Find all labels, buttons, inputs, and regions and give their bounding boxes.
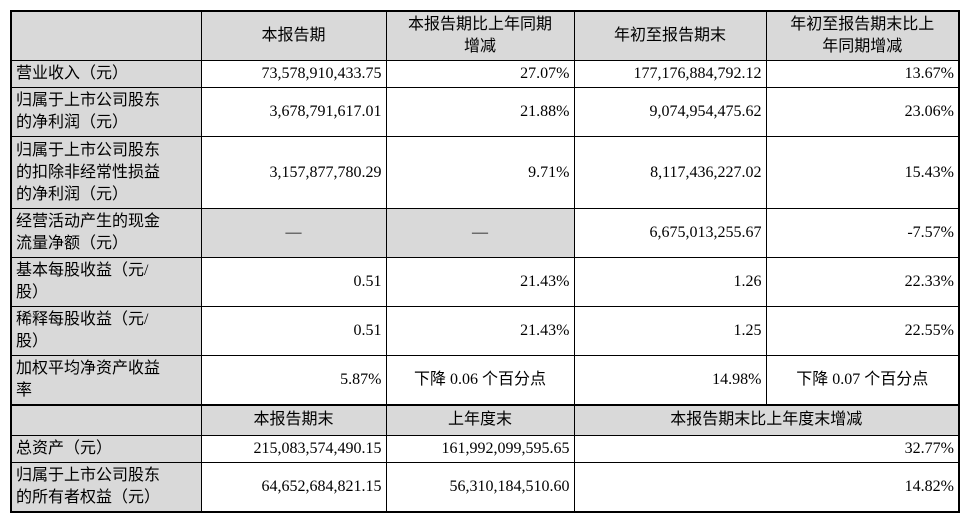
value-cell: 0.51 xyxy=(200,257,387,307)
value-cell: 5.87% xyxy=(200,355,387,406)
value-cell: 15.43% xyxy=(765,136,960,209)
value-cell: 3,678,791,617.01 xyxy=(200,87,387,137)
header-blank xyxy=(10,10,202,61)
header-prior-year-end: 上年度末 xyxy=(385,404,575,436)
value-cell: 6,675,013,255.67 xyxy=(573,208,767,258)
table-row: 经营活动产生的现金 流量净额（元） — — 6,675,013,255.67 -… xyxy=(10,208,960,258)
value-cell: 21.88% xyxy=(385,87,575,137)
header-ytd-yoy: 年初至报告期末比上 年同期增减 xyxy=(765,10,960,61)
financial-summary-table: 本报告期 本报告期比上年同期 增减 年初至报告期末 年初至报告期末比上 年同期增… xyxy=(10,10,960,513)
value-cell: 21.43% xyxy=(385,257,575,307)
header-ytd: 年初至报告期末 xyxy=(573,10,767,61)
table-row: 营业收入（元） 73,578,910,433.75 27.07% 177,176… xyxy=(10,60,960,88)
row-label-revenue: 营业收入（元） xyxy=(10,60,202,88)
value-cell: 14.82% xyxy=(573,461,960,512)
value-cell: 215,083,574,490.15 xyxy=(200,434,387,463)
row-label-total-assets: 总资产（元） xyxy=(10,434,202,463)
table-row: 归属于上市公司股东 的扣除非经常性损益 的净利润（元） 3,157,877,78… xyxy=(10,136,960,209)
value-cell: 32.77% xyxy=(573,434,960,463)
table-row: 加权平均净资产收益 率 5.87% 下降 0.06 个百分点 14.98% 下降… xyxy=(10,355,960,406)
row-label-owners-equity: 归属于上市公司股东 的所有者权益（元） xyxy=(10,461,202,512)
value-cell: 14.98% xyxy=(573,355,767,406)
balance-header-row: 本报告期末 上年度末 本报告期末比上年度末增减 xyxy=(10,404,960,436)
value-cell: 9,074,954,475.62 xyxy=(573,87,767,137)
table-row: 稀释每股收益（元/ 股） 0.51 21.43% 1.25 22.55% xyxy=(10,306,960,356)
value-cell: 1.26 xyxy=(573,257,767,307)
value-cell: 177,176,884,792.12 xyxy=(573,60,767,88)
table-row: 归属于上市公司股东 的净利润（元） 3,678,791,617.01 21.88… xyxy=(10,87,960,137)
value-cell: 27.07% xyxy=(385,60,575,88)
row-label-weighted-roe: 加权平均净资产收益 率 xyxy=(10,355,202,406)
value-cell: 下降 0.07 个百分点 xyxy=(765,355,960,406)
table-row: 归属于上市公司股东 的所有者权益（元） 64,652,684,821.15 56… xyxy=(10,461,960,512)
value-cell-dash: — xyxy=(385,208,575,258)
header-current-period-yoy: 本报告期比上年同期 增减 xyxy=(385,10,575,61)
value-cell: 1.25 xyxy=(573,306,767,356)
value-cell-dash: — xyxy=(200,208,387,258)
header-period-end-change: 本报告期末比上年度末增减 xyxy=(573,404,960,436)
value-cell: 9.71% xyxy=(385,136,575,209)
value-cell: 22.55% xyxy=(765,306,960,356)
quarter-header-row: 本报告期 本报告期比上年同期 增减 年初至报告期末 年初至报告期末比上 年同期增… xyxy=(10,10,960,61)
value-cell: 161,992,099,595.65 xyxy=(385,434,575,463)
table-row: 基本每股收益（元/ 股） 0.51 21.43% 1.26 22.33% xyxy=(10,257,960,307)
value-cell: 0.51 xyxy=(200,306,387,356)
value-cell: 73,578,910,433.75 xyxy=(200,60,387,88)
value-cell: -7.57% xyxy=(765,208,960,258)
value-cell: 56,310,184,510.60 xyxy=(385,461,575,512)
header2-blank xyxy=(10,404,202,436)
row-label-basic-eps: 基本每股收益（元/ 股） xyxy=(10,257,202,307)
value-cell: 下降 0.06 个百分点 xyxy=(385,355,575,406)
value-cell: 3,157,877,780.29 xyxy=(200,136,387,209)
value-cell: 13.67% xyxy=(765,60,960,88)
row-label-net-profit: 归属于上市公司股东 的净利润（元） xyxy=(10,87,202,137)
row-label-diluted-eps: 稀释每股收益（元/ 股） xyxy=(10,306,202,356)
value-cell: 21.43% xyxy=(385,306,575,356)
row-label-operating-cash-flow: 经营活动产生的现金 流量净额（元） xyxy=(10,208,202,258)
value-cell: 23.06% xyxy=(765,87,960,137)
financial-summary: 本报告期 本报告期比上年同期 增减 年初至报告期末 年初至报告期末比上 年同期增… xyxy=(10,10,960,513)
header-period-end: 本报告期末 xyxy=(200,404,387,436)
header-current-period: 本报告期 xyxy=(200,10,387,61)
value-cell: 22.33% xyxy=(765,257,960,307)
value-cell: 64,652,684,821.15 xyxy=(200,461,387,512)
value-cell: 8,117,436,227.02 xyxy=(573,136,767,209)
row-label-net-profit-excl-nonrecurring: 归属于上市公司股东 的扣除非经常性损益 的净利润（元） xyxy=(10,136,202,209)
table-row: 总资产（元） 215,083,574,490.15 161,992,099,59… xyxy=(10,434,960,463)
